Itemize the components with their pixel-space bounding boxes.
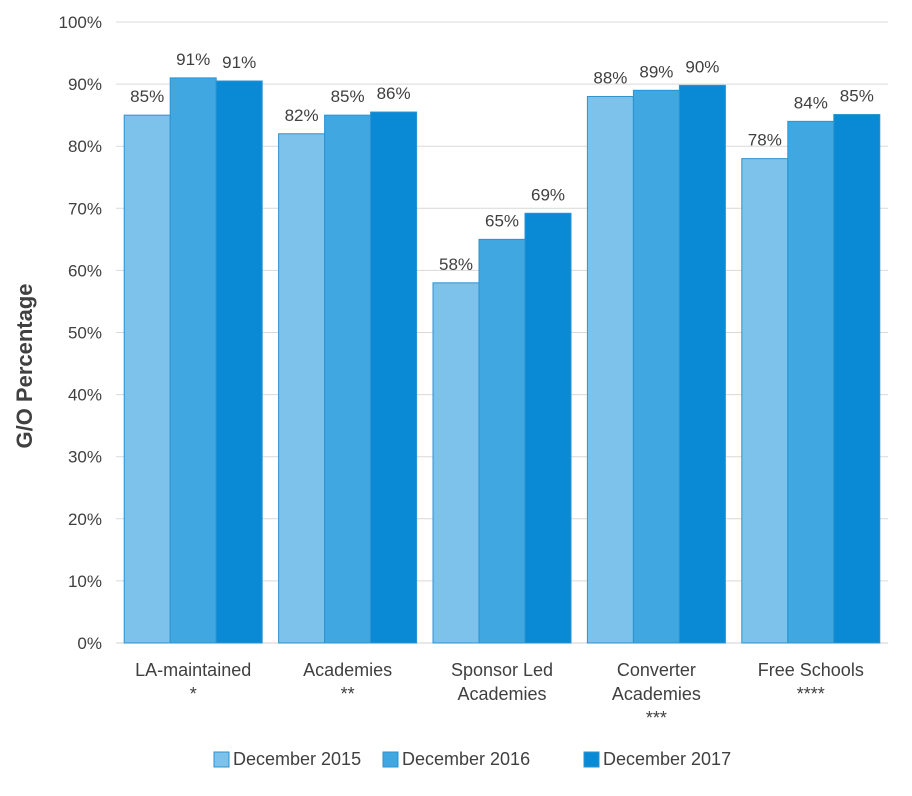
bar: [169, 77, 217, 644]
bar: [833, 114, 881, 644]
bar: [215, 80, 263, 644]
legend-swatch: [213, 751, 230, 768]
data-label: 58%: [439, 255, 473, 274]
legend-swatch: [382, 751, 399, 768]
legend-swatch: [583, 751, 600, 768]
bar: [678, 84, 726, 644]
x-category-label: Academies: [612, 684, 701, 704]
bar: [524, 212, 572, 644]
x-category-label: Academies: [457, 684, 546, 704]
x-axis-category-labels: LA-maintained * Academies ** Sponsor Led Acad…: [135, 660, 864, 728]
bar: [278, 133, 326, 644]
bar: [123, 114, 171, 644]
bars: [123, 77, 881, 644]
x-category-label: *: [190, 684, 197, 704]
bar: [787, 120, 835, 644]
x-category-label: Free Schools: [758, 660, 864, 680]
y-tick-label: 20%: [68, 510, 102, 529]
data-label: 84%: [794, 93, 828, 112]
y-tick-label: 80%: [68, 137, 102, 156]
bar: [586, 96, 634, 644]
legend-label: December 2017: [603, 749, 731, 769]
data-label: 90%: [685, 57, 719, 76]
legend-label: December 2015: [233, 749, 361, 769]
bar: [432, 282, 480, 644]
data-labels: 85% 91% 91% 82% 85% 86% 58% 65% 69% 88% 89% 90% 78% 8…: [130, 50, 874, 274]
data-label: 69%: [531, 185, 565, 204]
bar: [478, 238, 526, 644]
data-label: 89%: [639, 62, 673, 81]
data-label: 85%: [840, 87, 874, 106]
y-tick-label: 90%: [68, 75, 102, 94]
data-label: 85%: [331, 87, 365, 106]
data-label: 78%: [748, 131, 782, 150]
y-tick-label: 60%: [68, 261, 102, 280]
x-category-label: LA-maintained: [135, 660, 251, 680]
y-tick-label: 100%: [59, 13, 102, 32]
data-label: 82%: [285, 106, 319, 125]
bar: [741, 158, 789, 644]
y-tick-label: 10%: [68, 572, 102, 591]
x-category-label: Sponsor Led: [451, 660, 553, 680]
y-tick-label: 30%: [68, 448, 102, 467]
bar: [324, 114, 372, 644]
data-label: 86%: [377, 84, 411, 103]
y-tick-label: 70%: [68, 199, 102, 218]
data-label: 65%: [485, 211, 519, 230]
x-category-label: Converter: [617, 660, 696, 680]
data-label: 88%: [593, 69, 627, 88]
data-label: 91%: [222, 53, 256, 72]
bar: [370, 111, 418, 644]
x-category-label: ****: [797, 684, 825, 704]
y-axis-tick-labels: 0% 10% 20% 30% 40% 50% 60% 70% 80% 90% 100%: [59, 13, 102, 653]
x-category-label: **: [341, 684, 355, 704]
legend-label: December 2016: [402, 749, 530, 769]
x-category-label: ***: [646, 708, 667, 728]
data-label: 91%: [176, 50, 210, 69]
x-category-label: Academies: [303, 660, 392, 680]
data-label: 85%: [130, 87, 164, 106]
y-tick-label: 50%: [68, 324, 102, 343]
bar: [632, 89, 680, 644]
y-axis-title: G/O Percentage: [12, 283, 37, 448]
legend: December 2015 December 2016 December 2017: [213, 749, 731, 769]
y-tick-label: 40%: [68, 386, 102, 405]
y-tick-label: 0%: [77, 634, 102, 653]
